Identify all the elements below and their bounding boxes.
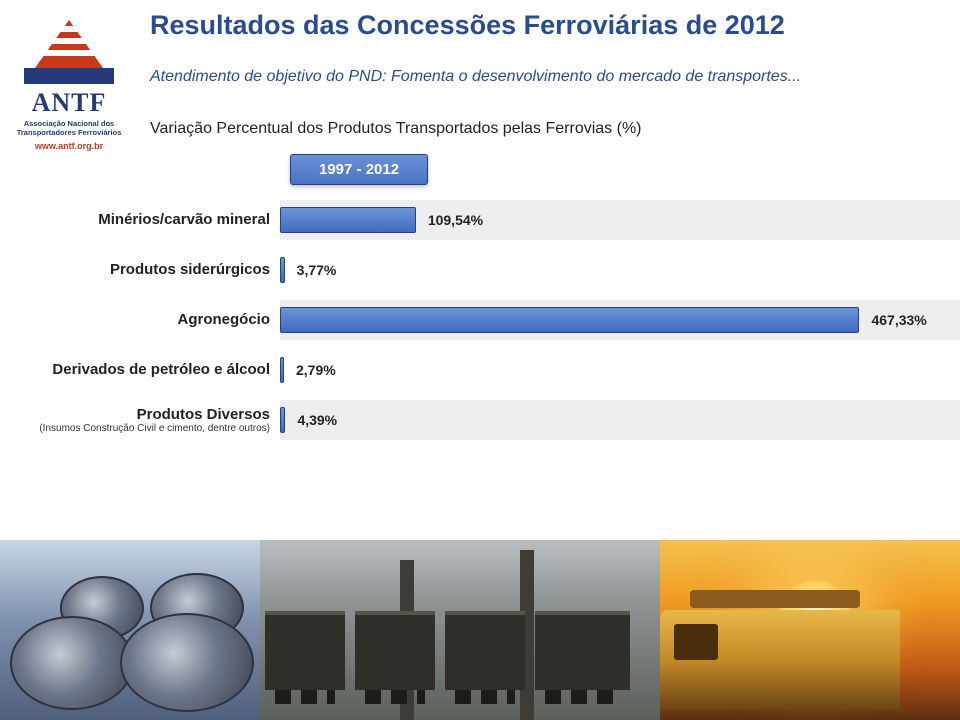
bar-value-label: 2,79% bbox=[296, 350, 336, 390]
page-title: Resultados das Concessões Ferroviárias d… bbox=[150, 10, 785, 41]
antf-logo: ANTF Associação Nacional dos Transportad… bbox=[14, 14, 124, 151]
footer-image-strip bbox=[0, 540, 960, 720]
section-label: Variação Percentual dos Produtos Transpo… bbox=[150, 120, 642, 138]
bar bbox=[280, 257, 285, 283]
category-label-text: Minérios/carvão mineral bbox=[98, 211, 270, 228]
chart-row: Agronegócio 467,33% bbox=[0, 300, 960, 340]
footer-photo-steel-coils bbox=[0, 540, 260, 720]
bar-value-label: 467,33% bbox=[871, 300, 926, 340]
decorative-shape bbox=[120, 613, 254, 712]
bar-value-label: 109,54% bbox=[428, 200, 483, 240]
decorative-shape bbox=[265, 611, 345, 690]
chart-row: Produtos siderúrgicos 3,77% bbox=[0, 250, 960, 290]
bar-area: 467,33% bbox=[280, 300, 960, 340]
chart-row: Derivados de petróleo e álcool 2,79% bbox=[0, 350, 960, 390]
period-badge: 1997 - 2012 bbox=[290, 154, 428, 185]
logo-name: ANTF bbox=[14, 88, 124, 118]
bar bbox=[280, 307, 859, 333]
decorative-shape bbox=[355, 611, 435, 690]
bar bbox=[280, 357, 284, 383]
logo-base bbox=[24, 68, 114, 84]
category-label: Derivados de petróleo e álcool bbox=[0, 350, 280, 390]
bar-area: 109,54% bbox=[280, 200, 960, 240]
bar-area: 3,77% bbox=[280, 250, 960, 290]
logo-subtitle-line: Transportadores Ferroviários bbox=[17, 128, 122, 137]
decorative-shape bbox=[10, 616, 134, 710]
category-label: Minérios/carvão mineral bbox=[0, 200, 280, 240]
bar-area: 4,39% bbox=[280, 400, 960, 440]
bar bbox=[280, 407, 285, 433]
bar-value-label: 4,39% bbox=[297, 400, 337, 440]
chart-row: Minérios/carvão mineral 109,54% bbox=[0, 200, 960, 240]
bar-area: 2,79% bbox=[280, 350, 960, 390]
decorative-shape bbox=[674, 624, 718, 660]
decorative-shape bbox=[535, 611, 630, 690]
bar-value-label: 3,77% bbox=[297, 250, 337, 290]
category-sublabel: (Insumos Construção Civil e cimento, den… bbox=[39, 423, 270, 435]
bar bbox=[280, 207, 416, 233]
logo-url: www.antf.org.br bbox=[14, 141, 124, 151]
chart-row: Produtos Diversos(Insumos Construção Civ… bbox=[0, 400, 960, 440]
category-label-text: Produtos siderúrgicos bbox=[110, 261, 270, 278]
bar-chart: Minérios/carvão mineral 109,54% Produtos s… bbox=[0, 200, 960, 450]
logo-stripe bbox=[44, 50, 94, 56]
logo-stripe bbox=[60, 26, 78, 32]
decorative-shape bbox=[445, 611, 525, 690]
category-label-text: Agronegócio bbox=[178, 311, 271, 328]
page-root: ANTF Associação Nacional dos Transportad… bbox=[0, 0, 960, 720]
decorative-shape bbox=[660, 610, 900, 710]
category-label-text: Produtos Diversos bbox=[137, 406, 270, 423]
footer-photo-locomotive-sunset bbox=[660, 540, 960, 720]
page-subtitle: Atendimento de objetivo do PND: Fomenta … bbox=[150, 66, 920, 88]
logo-subtitle: Associação Nacional dos Transportadores … bbox=[14, 120, 124, 137]
footer-photo-wagons bbox=[260, 540, 660, 720]
category-label: Produtos Diversos(Insumos Construção Civ… bbox=[0, 400, 280, 440]
logo-stripe bbox=[52, 38, 86, 44]
category-label: Agronegócio bbox=[0, 300, 280, 340]
logo-mark bbox=[24, 14, 114, 84]
category-label-text: Derivados de petróleo e álcool bbox=[52, 361, 270, 378]
category-label: Produtos siderúrgicos bbox=[0, 250, 280, 290]
